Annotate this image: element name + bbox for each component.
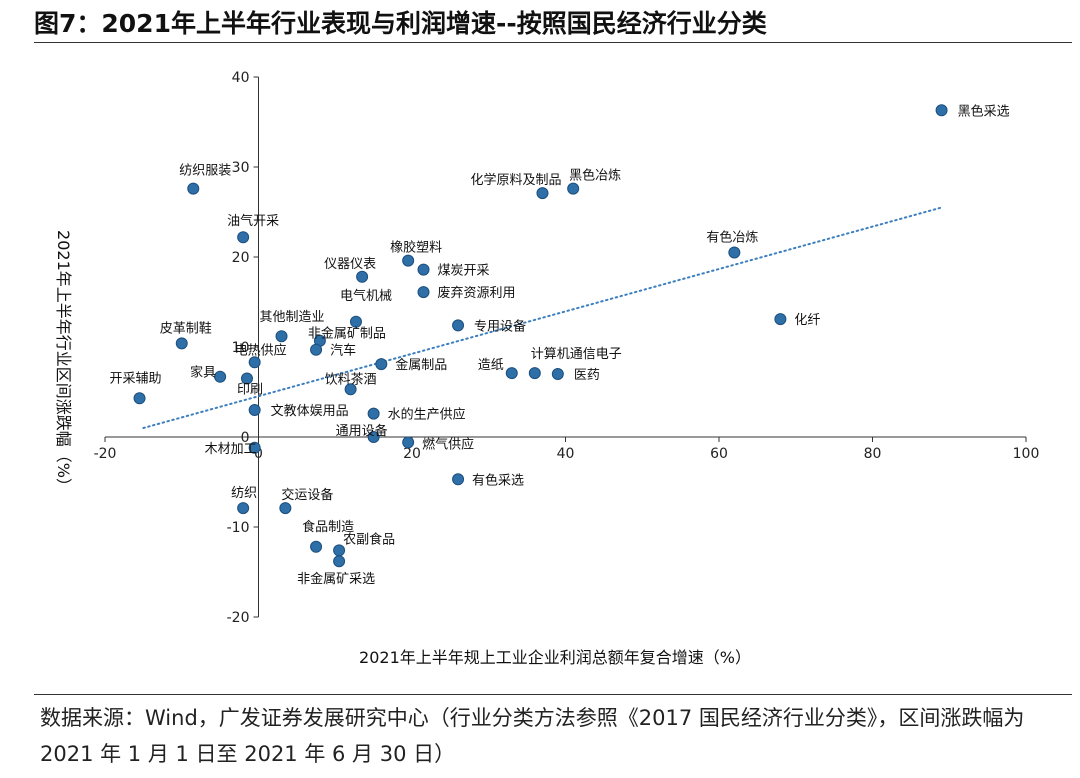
point-label: 燃气供应 xyxy=(422,436,474,452)
x-tick-label: 100 xyxy=(1013,446,1040,462)
data-point xyxy=(248,441,261,454)
x-tick-label: -20 xyxy=(94,446,117,462)
point-label: 纺织服装 xyxy=(179,164,231,179)
x-tick-label: 40 xyxy=(557,446,575,462)
point-label: 金属制品 xyxy=(395,357,447,373)
y-tick-label: 10 xyxy=(232,340,250,356)
point-label: 仪器仪表 xyxy=(324,257,376,272)
point-label: 其他制造业 xyxy=(260,310,325,325)
point-label: 纺织 xyxy=(231,486,257,501)
trendline-group xyxy=(142,206,943,429)
y-tick-label: 0 xyxy=(241,430,250,446)
data-point xyxy=(452,319,465,332)
data-points-group xyxy=(133,104,948,568)
data-point xyxy=(356,270,369,283)
data-point xyxy=(310,343,323,356)
data-point xyxy=(402,436,415,449)
data-point xyxy=(505,367,518,380)
point-label: 废弃资源利用 xyxy=(438,285,516,301)
data-point xyxy=(175,337,188,350)
data-point xyxy=(240,372,253,385)
x-tick-label: 20 xyxy=(403,446,421,462)
data-point xyxy=(279,502,292,515)
point-label: 煤炭开采 xyxy=(438,264,490,279)
data-point xyxy=(310,540,323,553)
data-point xyxy=(551,368,564,380)
source-note: 数据来源：Wind，广发证券发展研究中心（行业分类方法参照《2017 国民经济行… xyxy=(40,706,1025,766)
point-label: 黑色采选 xyxy=(958,103,1010,119)
trendline xyxy=(142,206,943,429)
x-axis-title: 2021年上半年规上工业企业利润总额年复合增速（%） xyxy=(359,648,751,667)
point-label: 印刷 xyxy=(237,383,263,398)
data-point xyxy=(349,315,362,328)
point-label: 皮革制鞋 xyxy=(160,320,212,336)
data-point xyxy=(237,502,250,515)
data-point xyxy=(417,263,430,276)
title-divider xyxy=(34,42,1072,43)
y-tick-label: 20 xyxy=(232,250,250,266)
y-tick-label: 30 xyxy=(232,160,250,176)
x-tick-label: 80 xyxy=(864,446,882,462)
point-label: 油气开采 xyxy=(227,213,279,229)
data-point xyxy=(344,383,357,396)
point-label: 非金属矿采选 xyxy=(297,571,375,587)
data-point xyxy=(367,431,380,443)
data-point xyxy=(367,407,380,420)
data-point xyxy=(187,182,200,195)
data-point xyxy=(133,392,146,405)
data-point xyxy=(402,254,415,267)
point-label: 食品制造 xyxy=(302,519,354,535)
x-tick-label: 60 xyxy=(710,446,728,462)
point-label: 水的生产供应 xyxy=(388,407,466,423)
source-divider xyxy=(34,694,1072,695)
y-tick-label: -10 xyxy=(227,520,250,536)
figure-title: 图7：2021年上半年行业表现与利润增速--按照国民经济行业分类 xyxy=(34,9,767,38)
data-point xyxy=(536,187,549,200)
data-point xyxy=(375,358,388,371)
data-point xyxy=(248,356,261,369)
data-point xyxy=(452,473,465,486)
point-label: 汽车 xyxy=(330,343,356,359)
data-point xyxy=(935,104,948,117)
point-label: 农副食品 xyxy=(343,531,395,547)
point-label: 医药 xyxy=(574,368,600,383)
data-point xyxy=(528,367,541,380)
point-label: 化纤 xyxy=(794,313,820,328)
point-label: 通用设备 xyxy=(336,423,388,439)
point-label: 电热供应 xyxy=(235,342,287,358)
y-axis-title: 2021年上半年行业区间涨跌幅（%） xyxy=(54,230,73,494)
data-point xyxy=(214,370,227,383)
point-label: 造纸 xyxy=(478,358,504,373)
data-point xyxy=(728,246,741,259)
point-label: 饮料茶酒 xyxy=(325,371,377,387)
point-label: 文教体娱用品 xyxy=(271,403,349,419)
y-tick-label: -20 xyxy=(227,610,250,626)
point-label: 化学原料及制品 xyxy=(470,172,561,188)
point-label: 有色冶炼 xyxy=(706,230,758,246)
data-point xyxy=(333,555,346,568)
point-label: 专用设备 xyxy=(474,318,526,334)
point-label: 开采辅助 xyxy=(110,371,162,386)
point-label: 有色采选 xyxy=(472,472,524,488)
data-point xyxy=(417,286,430,299)
point-label: 计算机通信电子 xyxy=(531,347,622,362)
point-label: 木材加工 xyxy=(205,442,257,457)
point-label: 家具 xyxy=(190,365,216,381)
point-label: 交运设备 xyxy=(281,487,333,503)
point-label: 非金属矿制品 xyxy=(308,326,386,342)
point-label: 橡胶塑料 xyxy=(390,240,442,256)
data-point xyxy=(237,231,250,244)
point-label: 电气机械 xyxy=(340,288,392,304)
data-point xyxy=(774,313,787,326)
x-tick-label: 0 xyxy=(254,446,263,462)
data-point xyxy=(248,404,261,416)
data-point xyxy=(275,330,288,343)
y-tick-label: 40 xyxy=(232,70,250,86)
point-label: 黑色冶炼 xyxy=(569,168,621,184)
data-point xyxy=(567,182,580,195)
